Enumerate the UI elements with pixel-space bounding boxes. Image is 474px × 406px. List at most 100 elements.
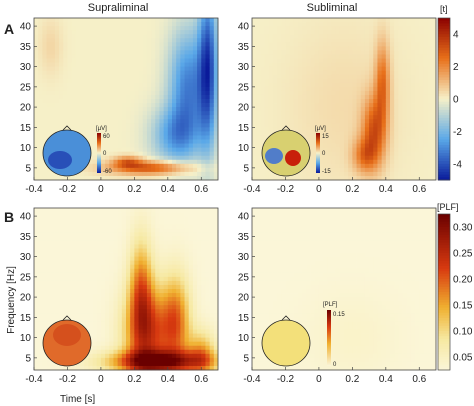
heatmap-cell [415, 151, 420, 157]
heatmap-cell [410, 34, 416, 39]
heatmap-cell [46, 357, 52, 363]
heatmap-cell [159, 345, 165, 351]
heatmap-cell [159, 232, 165, 237]
heatmap-cell [75, 228, 81, 233]
heatmap-cell [100, 86, 106, 92]
heatmap-cell [369, 115, 374, 120]
heatmap-cell [117, 228, 123, 233]
heatmap-cell [96, 115, 102, 120]
heatmap-cell [172, 46, 177, 51]
heatmap-cell [113, 107, 119, 112]
heatmap-cell [180, 127, 185, 132]
heatmap-cell [256, 139, 261, 144]
heatmap-cell [335, 94, 341, 100]
heatmap-cell [146, 349, 152, 355]
heatmap-cell [260, 159, 265, 165]
heatmap-cell [373, 99, 378, 104]
heatmap-cell [138, 86, 144, 92]
heatmap-cell [272, 70, 278, 76]
heatmap-cell [323, 143, 328, 148]
heatmap-cell [277, 119, 282, 124]
heatmap-cell [151, 171, 156, 177]
heatmap-cell [34, 62, 39, 67]
heatmap-cell [339, 135, 345, 140]
heatmap-cell [151, 289, 156, 294]
heatmap-cell [155, 361, 160, 367]
heatmap-cell [205, 82, 211, 88]
heatmap-cell [163, 66, 169, 72]
heatmap-cell [197, 82, 202, 88]
heatmap-cell [390, 135, 395, 140]
heatmap-cell [344, 18, 349, 23]
heatmap-cell [92, 305, 98, 310]
heatmap-cell [344, 143, 349, 148]
heatmap-cell [113, 317, 119, 322]
heatmap-cell [96, 357, 102, 363]
heatmap-cell [281, 175, 286, 181]
heatmap-cell [176, 163, 181, 169]
heatmap-cell [423, 135, 429, 140]
heatmap-cell [121, 337, 127, 343]
heatmap-cell [130, 208, 135, 213]
heatmap-cell [298, 30, 303, 35]
heatmap-cell [180, 256, 185, 262]
heatmap-cell [155, 264, 160, 270]
heatmap-cell [192, 74, 198, 80]
heatmap-cell [84, 78, 89, 84]
heatmap-cell [415, 155, 420, 161]
heatmap-cell [318, 90, 324, 96]
heatmap-cell [34, 337, 39, 343]
heatmap-cell [260, 50, 265, 55]
heatmap-cell [167, 284, 173, 290]
heatmap-cell [323, 66, 328, 72]
heatmap-cell [96, 58, 102, 63]
heatmap-cell [159, 280, 165, 286]
heatmap-cell [117, 62, 123, 67]
heatmap-cell [348, 50, 353, 55]
heatmap-cell [385, 86, 391, 92]
heatmap-cell [394, 66, 399, 72]
heatmap-cell [54, 248, 60, 253]
heatmap-cell [151, 38, 156, 43]
heatmap-cell [176, 309, 181, 314]
heatmap-cell [100, 90, 106, 96]
heatmap-cell [96, 341, 102, 347]
heatmap-cell [167, 90, 173, 96]
heatmap-cell [415, 167, 420, 173]
heatmap-cell [369, 58, 374, 63]
heatmap-cell [46, 365, 52, 371]
heatmap-cell [113, 256, 119, 262]
heatmap-cell [184, 58, 190, 63]
heatmap-cell [167, 163, 173, 169]
heatmap-cell [213, 107, 219, 112]
heatmap-cell [167, 236, 173, 241]
heatmap-cell [385, 22, 391, 27]
heatmap-cell [100, 232, 106, 237]
heatmap-cell [176, 30, 181, 35]
heatmap-cell [188, 94, 194, 100]
heatmap-cell [302, 62, 307, 67]
heatmap-cell [188, 70, 194, 76]
heatmap-cell [205, 151, 211, 157]
heatmap-cell [318, 38, 324, 43]
heatmap-cell [205, 50, 211, 55]
heatmap-cell [151, 123, 156, 128]
heatmap-cell [105, 317, 110, 322]
heatmap-cell [155, 147, 160, 153]
heatmap-cell [213, 46, 219, 51]
heatmap-cell [172, 297, 177, 302]
heatmap-cell [167, 337, 173, 343]
heatmap-cell [394, 127, 399, 132]
heatmap-cell [331, 30, 337, 35]
heatmap-cell [213, 86, 219, 92]
heatmap-cell [50, 313, 56, 318]
heatmap-cell [38, 70, 43, 76]
heatmap-cell [167, 248, 173, 253]
heatmap-cell [281, 22, 286, 27]
heatmap-cell [63, 66, 68, 72]
heatmap-cell [364, 54, 370, 59]
heatmap-cell [109, 244, 114, 249]
heatmap-cell [159, 284, 165, 290]
heatmap-cell [310, 175, 316, 181]
heatmap-cell [113, 264, 119, 270]
